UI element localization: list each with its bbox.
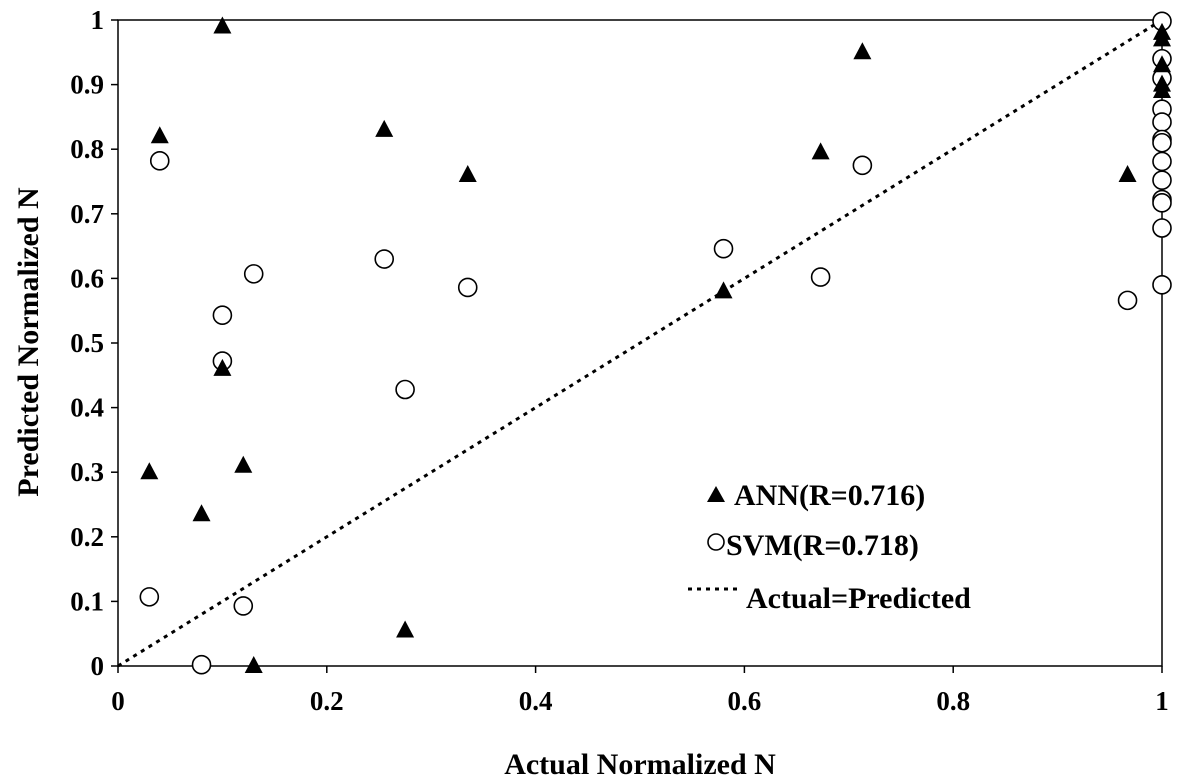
ann-point bbox=[192, 504, 211, 522]
y-tick-label: 0 bbox=[91, 651, 105, 681]
x-tick-label: 0.4 bbox=[519, 686, 553, 716]
svm-point bbox=[149, 151, 170, 171]
x-axis-ticks: 0 0.2 0.4 0.6 0.8 1 bbox=[111, 666, 1169, 716]
x-tick-label: 0.8 bbox=[936, 686, 970, 716]
y-tick-label: 0.3 bbox=[70, 457, 104, 487]
svm-point bbox=[374, 249, 395, 269]
ann-point bbox=[396, 620, 415, 638]
ann-point bbox=[714, 281, 733, 299]
svm-point bbox=[212, 305, 233, 326]
svm-point bbox=[139, 587, 160, 607]
ann-point bbox=[234, 455, 253, 473]
reference-line-layer bbox=[117, 18, 1163, 668]
y-tick-label: 0.2 bbox=[70, 522, 104, 552]
y-tick-label: 0.7 bbox=[70, 199, 104, 229]
ann-point bbox=[1153, 55, 1171, 73]
svm-point bbox=[1152, 112, 1172, 132]
svm-point bbox=[1152, 132, 1172, 153]
y-tick-label: 0.8 bbox=[70, 134, 104, 164]
y-tick-label: 0.5 bbox=[70, 328, 104, 358]
ann-point bbox=[150, 126, 169, 144]
y-axis-ticks: 0 0.1 0.2 0.3 0.4 0.5 0.6 0.7 0.8 0.9 1 bbox=[70, 5, 118, 681]
svm-point bbox=[457, 277, 478, 298]
svm-point bbox=[1152, 151, 1172, 172]
points-layer bbox=[139, 11, 1172, 675]
svm-point bbox=[810, 267, 831, 287]
ann-point bbox=[1153, 81, 1171, 99]
ann-point bbox=[1153, 29, 1171, 47]
ann-point bbox=[811, 142, 830, 160]
x-tick-label: 0 bbox=[111, 686, 125, 716]
ann-point bbox=[244, 656, 263, 673]
svm-point bbox=[233, 596, 254, 616]
svm-point bbox=[852, 155, 873, 176]
svm-point bbox=[1152, 193, 1172, 213]
y-tick-label: 0.6 bbox=[70, 263, 104, 293]
x-tick-label: 0.2 bbox=[310, 686, 344, 716]
legend-reference-label: Actual=Predicted bbox=[746, 582, 971, 615]
y-tick-label: 0.1 bbox=[70, 586, 104, 616]
legend: ANN(R=0.716) SVM(R=0.718) Actual=Predict… bbox=[688, 479, 971, 615]
y-tick-label: 1 bbox=[91, 5, 105, 35]
svm-point bbox=[191, 654, 212, 675]
ann-point bbox=[375, 119, 394, 137]
svm-point bbox=[1152, 218, 1172, 238]
svm-point bbox=[713, 238, 734, 259]
svm-point bbox=[243, 264, 264, 284]
x-tick-label: 1 bbox=[1155, 686, 1169, 716]
x-tick-label: 0.6 bbox=[728, 686, 762, 716]
ann-point bbox=[213, 16, 232, 34]
actual-equals-predicted-line bbox=[117, 18, 1163, 668]
ann-point bbox=[458, 165, 477, 183]
ann-point bbox=[140, 462, 159, 480]
legend-ann-label: ANN(R=0.716) bbox=[734, 479, 925, 512]
ann-point bbox=[213, 358, 232, 376]
svm-point bbox=[1152, 170, 1172, 191]
y-tick-label: 0.4 bbox=[70, 393, 104, 423]
ann-point bbox=[1118, 165, 1137, 183]
svm-point bbox=[395, 379, 415, 400]
legend-triangle-marker bbox=[707, 486, 725, 502]
legend-svm-label: SVM(R=0.718) bbox=[726, 529, 919, 562]
legend-circle-marker bbox=[707, 533, 725, 551]
y-axis-label: Predicted Normalized N bbox=[12, 187, 45, 497]
y-tick-label: 0.9 bbox=[70, 70, 104, 100]
x-axis-label: Actual Normalized N bbox=[504, 748, 776, 781]
svm-point bbox=[1117, 290, 1138, 311]
svm-point bbox=[1152, 275, 1172, 295]
ann-point bbox=[853, 42, 872, 60]
